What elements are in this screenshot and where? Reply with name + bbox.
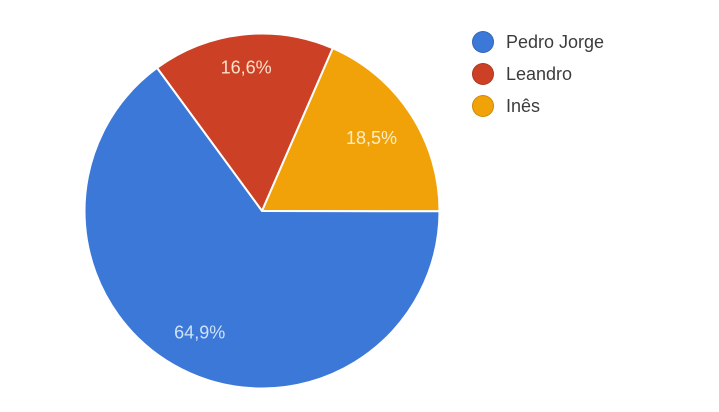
svg-text:16,6%: 16,6%	[221, 57, 272, 77]
svg-text:64,9%: 64,9%	[174, 322, 225, 342]
svg-text:18,5%: 18,5%	[346, 128, 397, 148]
